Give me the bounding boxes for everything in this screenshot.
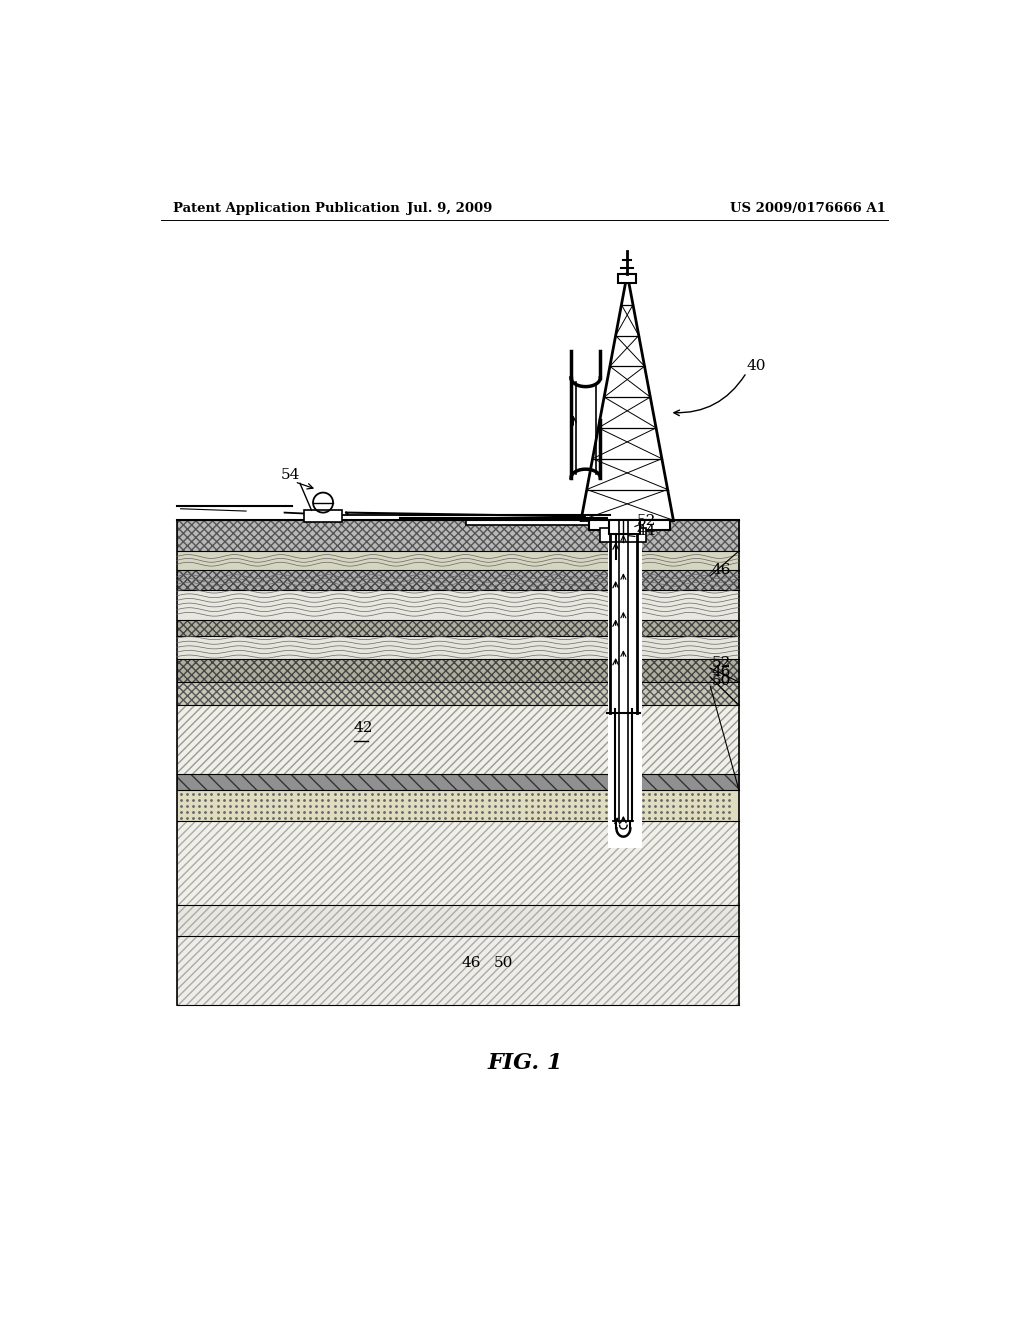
Bar [617, 275, 637, 284]
Bar [177, 775, 739, 789]
Text: Patent Application Publication: Patent Application Publication [173, 202, 399, 215]
Bar [177, 590, 739, 620]
Bar [177, 936, 739, 1006]
Bar [177, 789, 739, 821]
Text: 44: 44 [637, 524, 656, 539]
Bar [177, 620, 739, 636]
Bar [177, 936, 739, 1006]
Bar [177, 705, 739, 775]
Bar [177, 682, 739, 705]
Bar [177, 659, 739, 682]
Bar [589, 520, 670, 529]
Text: FIG. 1: FIG. 1 [487, 1052, 562, 1074]
Bar [177, 659, 739, 682]
Text: 42: 42 [354, 721, 374, 735]
Bar [177, 570, 739, 590]
Text: 46: 46 [712, 564, 731, 577]
Bar [177, 906, 739, 936]
Text: Jul. 9, 2009: Jul. 9, 2009 [408, 202, 493, 215]
Bar [177, 906, 739, 936]
Text: 50: 50 [712, 675, 731, 688]
Bar [177, 520, 739, 552]
Bar [177, 821, 739, 906]
Bar [304, 510, 342, 521]
Text: 50: 50 [494, 956, 513, 970]
Bar [177, 705, 739, 775]
Bar [608, 520, 640, 535]
Bar [600, 528, 646, 543]
Bar [573, 267, 681, 520]
Bar [177, 636, 739, 659]
Text: 46: 46 [712, 665, 731, 678]
Text: 46: 46 [462, 956, 481, 970]
Text: 40: 40 [746, 359, 766, 374]
Bar [177, 520, 739, 552]
Bar [177, 620, 739, 636]
Bar [177, 570, 739, 590]
Bar [177, 552, 739, 570]
Bar [177, 775, 739, 789]
Bar [608, 516, 642, 847]
Text: US 2009/0176666 A1: US 2009/0176666 A1 [730, 202, 886, 215]
Bar [177, 821, 739, 906]
Bar [177, 682, 739, 705]
Text: 52: 52 [637, 513, 655, 528]
Text: 54: 54 [281, 467, 300, 482]
Text: 52: 52 [712, 656, 731, 669]
Bar [466, 520, 589, 525]
